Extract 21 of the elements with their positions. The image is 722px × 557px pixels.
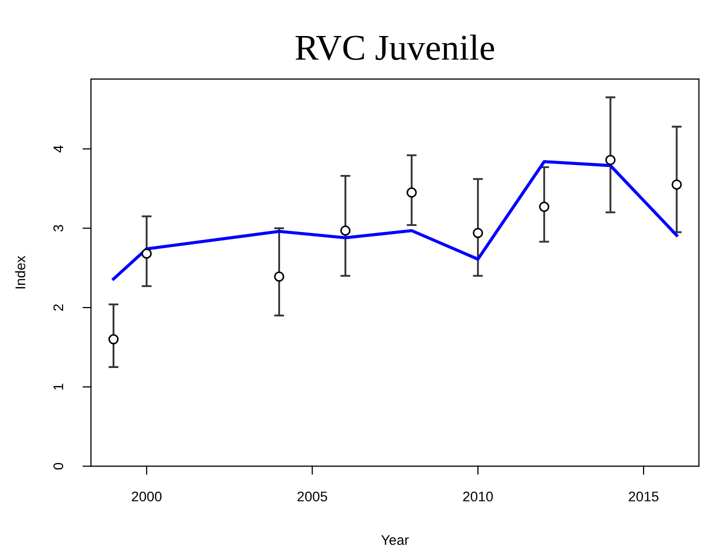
chart-title: RVC Juvenile bbox=[296, 34, 494, 60]
y-axis-title: Index bbox=[15, 256, 26, 288]
point bbox=[406, 187, 417, 198]
y-tick-label: 3 bbox=[53, 224, 64, 232]
point bbox=[605, 154, 616, 166]
point bbox=[539, 202, 550, 212]
point bbox=[672, 179, 682, 190]
x-tick-label: 2005 bbox=[298, 492, 328, 502]
x-tick-label: 2015 bbox=[628, 492, 658, 502]
x-tick-label: 2000 bbox=[132, 492, 162, 502]
x-axis-title: Year bbox=[381, 535, 409, 545]
y-tick-label: 0 bbox=[53, 462, 64, 470]
point bbox=[274, 271, 284, 282]
y-tick-label: 1 bbox=[54, 384, 64, 390]
point bbox=[472, 228, 484, 238]
point bbox=[340, 225, 351, 236]
y-tick-label: 4 bbox=[54, 145, 64, 152]
y-tick-label: 2 bbox=[53, 304, 64, 311]
point bbox=[108, 334, 119, 344]
point bbox=[141, 248, 152, 259]
x-tick-label: 2010 bbox=[463, 492, 493, 502]
